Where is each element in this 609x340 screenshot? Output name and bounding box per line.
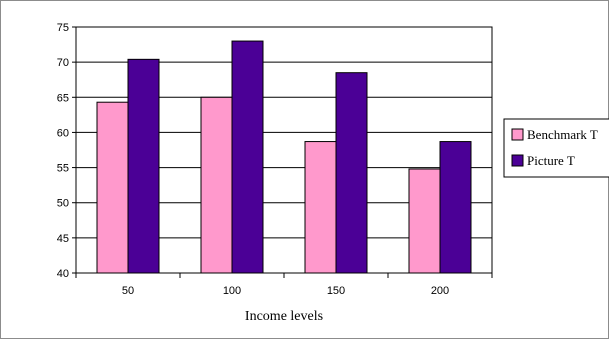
- legend-swatch: [511, 128, 524, 141]
- bar-benchmark-t-50: [96, 101, 129, 274]
- x-tick-label: 200: [431, 285, 449, 297]
- bar-benchmark-t-150: [304, 141, 337, 274]
- bar-picture-t-100: [231, 40, 264, 274]
- y-tick-label: 65: [57, 92, 69, 104]
- bar-benchmark-t-200: [408, 168, 441, 274]
- legend-label: Picture T: [527, 153, 575, 168]
- y-tick-label: 70: [57, 57, 69, 69]
- bar-picture-t-50: [127, 58, 160, 274]
- legend-label: Benchmark T: [527, 127, 598, 142]
- x-tick-label: 50: [122, 285, 134, 297]
- y-tick-label: 45: [57, 233, 69, 245]
- bar-picture-t-200: [439, 141, 472, 274]
- y-tick-label: 60: [57, 127, 69, 139]
- y-tick-label: 40: [57, 268, 69, 280]
- x-tick-label: 150: [327, 285, 345, 297]
- legend-swatch: [511, 154, 524, 167]
- y-tick-label: 50: [57, 198, 69, 210]
- x-axis-title: Income levels: [245, 309, 323, 324]
- y-tick-label: 75: [57, 22, 69, 34]
- legend: Benchmark T Picture T: [503, 118, 609, 178]
- bar-picture-t-150: [335, 72, 368, 274]
- y-tick-label: 55: [57, 163, 69, 175]
- bar-benchmark-t-100: [200, 96, 233, 274]
- y-axis-ticks: 40 45 50 55 60 65 70 75: [57, 22, 76, 280]
- x-axis-ticks: 50 100 150 200: [75, 273, 493, 297]
- bars: [96, 40, 472, 274]
- x-tick-label: 100: [223, 285, 241, 297]
